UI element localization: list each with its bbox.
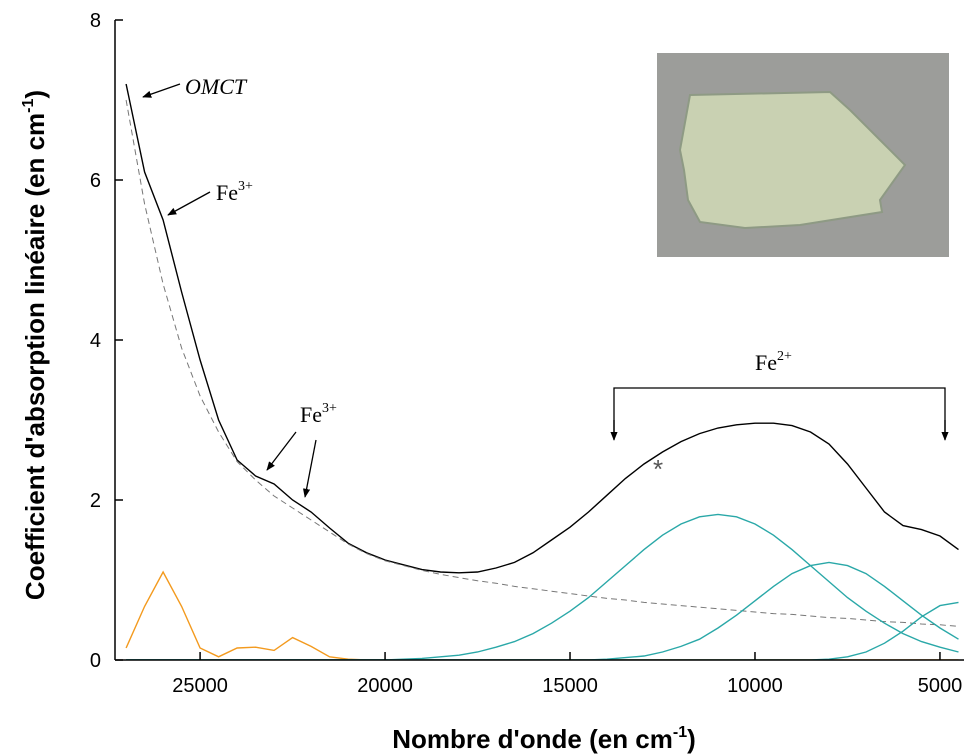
x-tick-label: 20000 xyxy=(357,675,413,697)
annotation: Fe3+ xyxy=(216,179,253,205)
photo-inset xyxy=(657,53,949,257)
annotation-sup: 3+ xyxy=(322,401,337,416)
x-axis-title-sup: -1 xyxy=(673,724,687,741)
y-axis-title-tail: ) xyxy=(20,90,50,99)
series-line xyxy=(125,83,959,574)
y-tick-label: 2 xyxy=(90,490,101,512)
series-line xyxy=(126,561,959,660)
annotation-text: Fe xyxy=(300,402,322,427)
annotation: * xyxy=(653,454,663,484)
series-line xyxy=(126,601,959,660)
annotation: Fe3+ xyxy=(300,401,337,427)
x-axis-title-text: Nombre d'onde (en cm xyxy=(392,724,673,754)
y-tick-label: 4 xyxy=(90,330,101,352)
annotation: OMCT xyxy=(185,74,248,99)
x-axis-title: Nombre d'onde (en cm-1) xyxy=(392,724,696,754)
annotation-sup: 3+ xyxy=(238,179,253,194)
annotation-text: * xyxy=(653,454,663,484)
x-axis-title-tail: ) xyxy=(687,724,696,754)
x-tick-label: 25000 xyxy=(172,675,228,697)
series-line xyxy=(125,99,959,627)
y-axis-title-text: Coefficient d'absorption linéaire (en cm xyxy=(20,113,50,600)
y-tick-label: 6 xyxy=(90,170,101,192)
y-tick-label: 8 xyxy=(90,10,101,32)
annotation-arrows xyxy=(142,83,949,498)
y-axis-title: Coefficient d'absorption linéaire (en cm… xyxy=(20,90,50,600)
annotation-sup: 2+ xyxy=(777,349,792,364)
x-tick-label: 5000 xyxy=(918,675,963,697)
series-line xyxy=(125,570,959,660)
annotation: Fe2+ xyxy=(755,349,792,375)
x-tick-label: 10000 xyxy=(727,675,783,697)
y-axis-title-sup: -1 xyxy=(20,98,37,112)
annotation-text: Fe xyxy=(755,350,777,375)
annotation-text: Fe xyxy=(216,180,238,205)
y-tick-label: 0 xyxy=(90,650,101,672)
annotation-text: OMCT xyxy=(185,74,248,99)
series-line xyxy=(126,513,959,660)
x-tick-label: 15000 xyxy=(542,675,598,697)
